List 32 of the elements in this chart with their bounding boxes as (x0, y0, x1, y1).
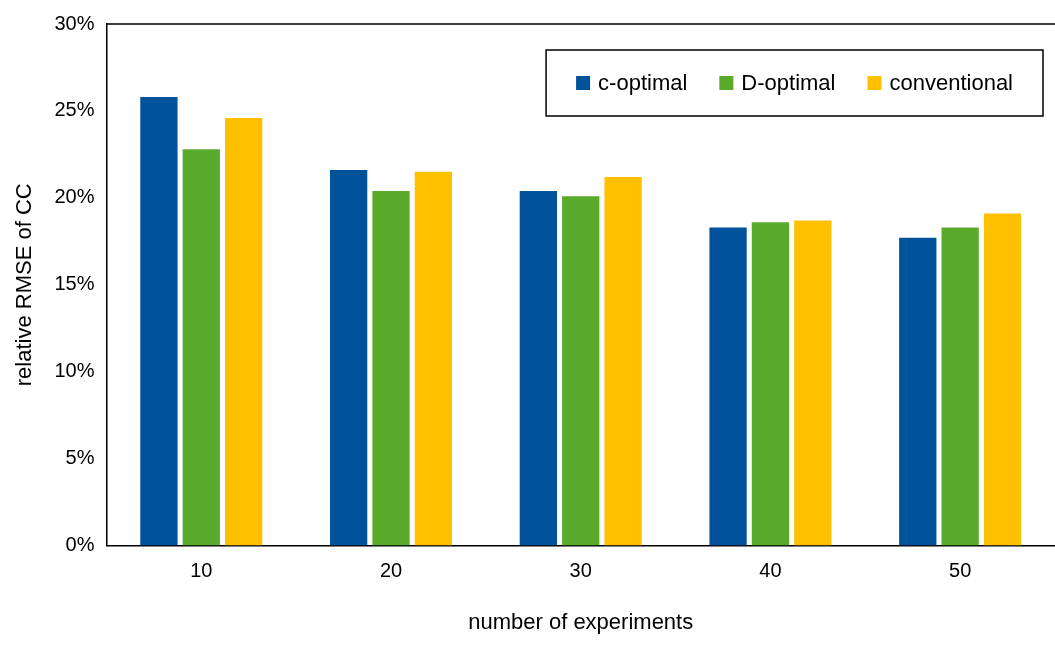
bar (562, 196, 600, 546)
bar (329, 170, 368, 546)
y-axis-title: relative RMSE of CC (11, 183, 37, 387)
bar (414, 171, 453, 546)
bar (899, 237, 937, 546)
bar (983, 213, 1022, 546)
x-tick-label: 40 (759, 559, 782, 582)
bar (182, 149, 220, 546)
legend-label: c-optimal (598, 70, 688, 96)
legend-label: conventional (889, 70, 1014, 96)
x-tick-label: 50 (949, 559, 972, 582)
bar (941, 227, 979, 546)
y-tick-label: 15% (54, 272, 95, 295)
bar (372, 190, 410, 546)
y-tick-label: 10% (54, 359, 95, 382)
bar (794, 220, 832, 546)
y-tick-label: 25% (54, 98, 95, 121)
bar (751, 222, 790, 546)
y-tick-label: 5% (65, 446, 95, 469)
x-tick-label: 30 (569, 559, 592, 582)
bar (604, 177, 642, 546)
x-axis-title: number of experiments (468, 608, 694, 634)
bar (140, 97, 178, 546)
x-tick-label: 20 (379, 559, 403, 582)
y-tick-label: 30% (54, 11, 95, 34)
y-tick-label: 20% (54, 185, 95, 208)
bar (519, 190, 557, 546)
legend-label: D-optimal (741, 70, 836, 96)
bar (709, 227, 747, 546)
bar (225, 117, 263, 546)
x-tick-label: 10 (190, 559, 213, 582)
y-tick-label: 0% (65, 533, 95, 556)
